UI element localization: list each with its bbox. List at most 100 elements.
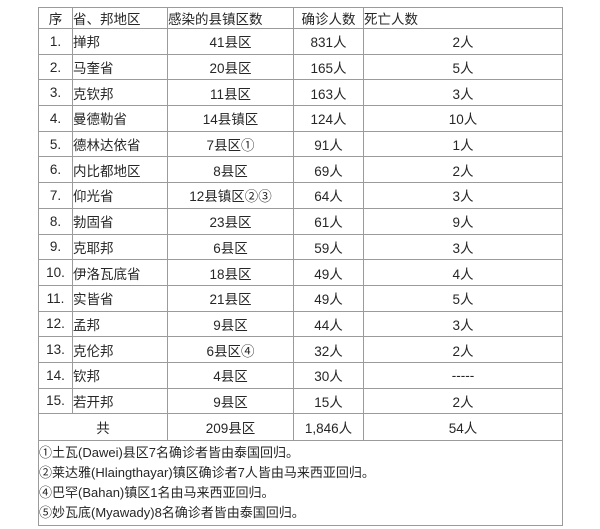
cell-no: 4. — [38, 105, 73, 132]
footnote-4: ⑤妙瓦底(Myawady)8名确诊者皆由泰国回归。 — [39, 505, 305, 521]
header-row: 序 省、邦地区 感染的县镇区数 确诊人数 死亡人数 — [38, 7, 563, 29]
cell-confirmed: 15人 — [293, 387, 364, 415]
cell-region: 内比都地区 — [72, 156, 168, 184]
total-townships: 209县区 — [167, 413, 294, 442]
total-deaths: 54人 — [363, 413, 563, 442]
table-row: 6. 内比都地区 8县区 69人 2人 — [38, 156, 563, 184]
cell-deaths: 2人 — [363, 156, 563, 184]
cell-townships: 12县镇区②③ — [167, 182, 294, 209]
cell-region: 克钦邦 — [72, 79, 168, 107]
cell-deaths: 4人 — [363, 259, 563, 286]
cell-townships: 41县区 — [167, 28, 294, 55]
cell-no: 2. — [38, 53, 73, 81]
table-row: 2. 马奎省 20县区 165人 5人 — [38, 53, 563, 81]
cell-townships: 20县区 — [167, 53, 294, 81]
header-deaths: 死亡人数 — [363, 7, 563, 29]
cell-confirmed: 69人 — [293, 156, 364, 184]
cell-confirmed: 61人 — [293, 207, 364, 235]
cell-region: 勃固省 — [72, 207, 168, 235]
table-row: 5. 德林达依省 7县区① 91人 1人 — [38, 130, 563, 158]
cell-townships: 7县区① — [167, 130, 294, 158]
table-body: 1. 掸邦 41县区 831人 2人 2. 马奎省 20县区 165人 5人 3. 克钦邦 11县区 16… — [38, 28, 563, 415]
header-no: 序 — [38, 7, 73, 29]
cell-confirmed: 163人 — [293, 79, 364, 107]
cell-confirmed: 64人 — [293, 182, 364, 209]
cell-no: 6. — [38, 156, 73, 184]
cell-region: 德林达依省 — [72, 130, 168, 158]
cell-deaths: 5人 — [363, 53, 563, 81]
cell-no: 12. — [38, 310, 73, 338]
cell-confirmed: 44人 — [293, 310, 364, 338]
cell-region: 克伦邦 — [72, 336, 168, 363]
cell-no: 15. — [38, 387, 73, 415]
cell-no: 5. — [38, 130, 73, 158]
table-row: 10. 伊洛瓦底省 18县区 49人 4人 — [38, 259, 563, 286]
table-row: 1. 掸邦 41县区 831人 2人 — [38, 28, 563, 55]
cell-confirmed: 30人 — [293, 361, 364, 389]
cell-townships: 18县区 — [167, 259, 294, 286]
cell-deaths: 2人 — [363, 336, 563, 363]
cell-no: 1. — [38, 28, 73, 55]
covid-region-stats-table: 序 省、邦地区 感染的县镇区数 确诊人数 死亡人数 1. 掸邦 41县区 831人 2人… — [38, 7, 563, 527]
cell-deaths: 3人 — [363, 182, 563, 209]
cell-deaths: 3人 — [363, 233, 563, 261]
footnote-1: ①土瓦(Dawei)县区7名确诊者皆由泰国回归。 — [39, 445, 300, 461]
cell-deaths: 5人 — [363, 284, 563, 312]
cell-no: 8. — [38, 207, 73, 235]
cell-confirmed: 165人 — [293, 53, 364, 81]
cell-no: 11. — [38, 284, 73, 312]
table-row: 11. 实皆省 21县区 49人 5人 — [38, 284, 563, 312]
cell-townships: 21县区 — [167, 284, 294, 312]
cell-no: 10. — [38, 259, 73, 286]
cell-confirmed: 49人 — [293, 284, 364, 312]
table-row: 15. 若开邦 9县区 15人 2人 — [38, 387, 563, 415]
cell-region: 克耶邦 — [72, 233, 168, 261]
footnotes-row: ①土瓦(Dawei)县区7名确诊者皆由泰国回归。 ②莱达雅(Hlaingthay… — [38, 440, 563, 527]
cell-deaths: 3人 — [363, 310, 563, 338]
cell-deaths: 1人 — [363, 130, 563, 158]
cell-confirmed: 91人 — [293, 130, 364, 158]
header-region: 省、邦地区 — [72, 7, 168, 29]
cell-region: 仰光省 — [72, 182, 168, 209]
footnote-3: ④巴罕(Bahan)镇区1名由马来西亚回归。 — [39, 485, 275, 501]
cell-townships: 4县区 — [167, 361, 294, 389]
table-row: 9. 克耶邦 6县区 59人 3人 — [38, 233, 563, 261]
cell-deaths: ----- — [363, 361, 563, 389]
cell-confirmed: 59人 — [293, 233, 364, 261]
cell-deaths: 10人 — [363, 105, 563, 132]
cell-deaths: 3人 — [363, 79, 563, 107]
table-row: 8. 勃固省 23县区 61人 9人 — [38, 207, 563, 235]
cell-no: 9. — [38, 233, 73, 261]
footnote-2: ②莱达雅(Hlaingthayar)镇区确诊者7人皆由马来西亚回归。 — [39, 465, 375, 481]
cell-confirmed: 124人 — [293, 105, 364, 132]
cell-region: 伊洛瓦底省 — [72, 259, 168, 286]
cell-region: 若开邦 — [72, 387, 168, 415]
cell-townships: 6县区 — [167, 233, 294, 261]
total-row: 共 209县区 1,846人 54人 — [38, 413, 563, 442]
cell-townships: 8县区 — [167, 156, 294, 184]
cell-townships: 9县区 — [167, 310, 294, 338]
table-row: 13. 克伦邦 6县区④ 32人 2人 — [38, 336, 563, 363]
cell-region: 孟邦 — [72, 310, 168, 338]
cell-townships: 23县区 — [167, 207, 294, 235]
cell-region: 实皆省 — [72, 284, 168, 312]
cell-confirmed: 49人 — [293, 259, 364, 286]
cell-deaths: 2人 — [363, 28, 563, 55]
table-row: 3. 克钦邦 11县区 163人 3人 — [38, 79, 563, 107]
cell-confirmed: 831人 — [293, 28, 364, 55]
cell-townships: 14县镇区 — [167, 105, 294, 132]
cell-townships: 6县区④ — [167, 336, 294, 363]
cell-townships: 11县区 — [167, 79, 294, 107]
cell-no: 3. — [38, 79, 73, 107]
cell-deaths: 9人 — [363, 207, 563, 235]
cell-deaths: 2人 — [363, 387, 563, 415]
cell-no: 13. — [38, 336, 73, 363]
footnotes-cell: ①土瓦(Dawei)县区7名确诊者皆由泰国回归。 ②莱达雅(Hlaingthay… — [38, 440, 563, 527]
table-row: 14. 钦邦 4县区 30人 ----- — [38, 361, 563, 389]
table-row: 12. 孟邦 9县区 44人 3人 — [38, 310, 563, 338]
total-label: 共 — [38, 413, 168, 442]
table-row: 7. 仰光省 12县镇区②③ 64人 3人 — [38, 182, 563, 209]
cell-no: 7. — [38, 182, 73, 209]
total-confirmed: 1,846人 — [293, 413, 364, 442]
table-row: 4. 曼德勒省 14县镇区 124人 10人 — [38, 105, 563, 132]
